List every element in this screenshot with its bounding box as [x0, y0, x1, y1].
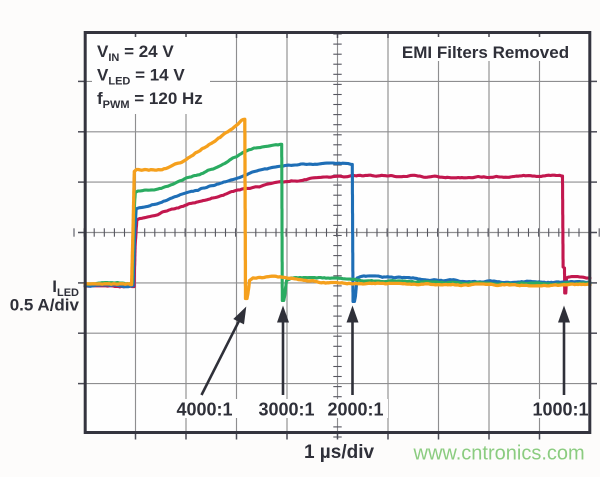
- svg-text:EMI Filters Removed: EMI Filters Removed: [402, 43, 569, 62]
- svg-text:1 µs/div: 1 µs/div: [304, 442, 375, 463]
- svg-text:www.cntronics.com: www.cntronics.com: [413, 443, 585, 465]
- svg-text:1000:1: 1000:1: [532, 400, 588, 420]
- svg-text:4000:1: 4000:1: [176, 400, 232, 420]
- svg-text:2000:1: 2000:1: [327, 400, 383, 420]
- svg-text:3000:1: 3000:1: [258, 400, 314, 420]
- svg-text:0.5 A/div: 0.5 A/div: [10, 296, 80, 315]
